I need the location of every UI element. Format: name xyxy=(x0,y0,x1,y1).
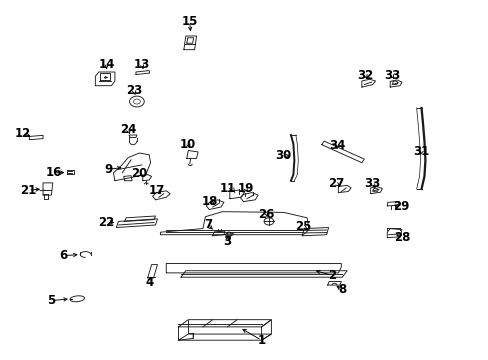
Text: 17: 17 xyxy=(148,184,164,197)
Text: 29: 29 xyxy=(392,201,408,213)
Text: 8: 8 xyxy=(338,283,346,296)
Text: 31: 31 xyxy=(412,145,429,158)
Text: 20: 20 xyxy=(131,167,147,180)
Text: 1: 1 xyxy=(257,334,265,347)
Text: 28: 28 xyxy=(393,231,409,244)
Text: 15: 15 xyxy=(181,15,198,28)
Text: 32: 32 xyxy=(357,69,373,82)
Text: 2: 2 xyxy=(328,269,336,282)
Text: 16: 16 xyxy=(45,166,62,179)
Text: 4: 4 xyxy=(145,276,153,289)
Text: 19: 19 xyxy=(237,183,254,195)
Text: 22: 22 xyxy=(98,216,115,229)
Text: 26: 26 xyxy=(258,208,274,221)
Text: 11: 11 xyxy=(219,183,235,195)
Text: 9: 9 xyxy=(104,163,112,176)
Text: 12: 12 xyxy=(14,127,31,140)
Text: 23: 23 xyxy=(125,84,142,96)
Text: 33: 33 xyxy=(364,177,380,190)
Text: 13: 13 xyxy=(133,58,150,71)
Text: 3: 3 xyxy=(223,235,231,248)
Text: 24: 24 xyxy=(120,123,136,136)
Text: 14: 14 xyxy=(98,58,115,71)
Text: 6: 6 xyxy=(60,249,67,262)
Text: 5: 5 xyxy=(47,294,55,307)
Text: 30: 30 xyxy=(275,149,291,162)
Text: 27: 27 xyxy=(327,177,344,190)
Text: 25: 25 xyxy=(294,220,311,233)
Text: 34: 34 xyxy=(328,139,345,152)
Text: 33: 33 xyxy=(383,69,400,82)
Text: 10: 10 xyxy=(180,138,196,150)
Text: 21: 21 xyxy=(20,184,37,197)
Text: 18: 18 xyxy=(202,195,218,208)
Text: 7: 7 xyxy=(203,219,211,231)
